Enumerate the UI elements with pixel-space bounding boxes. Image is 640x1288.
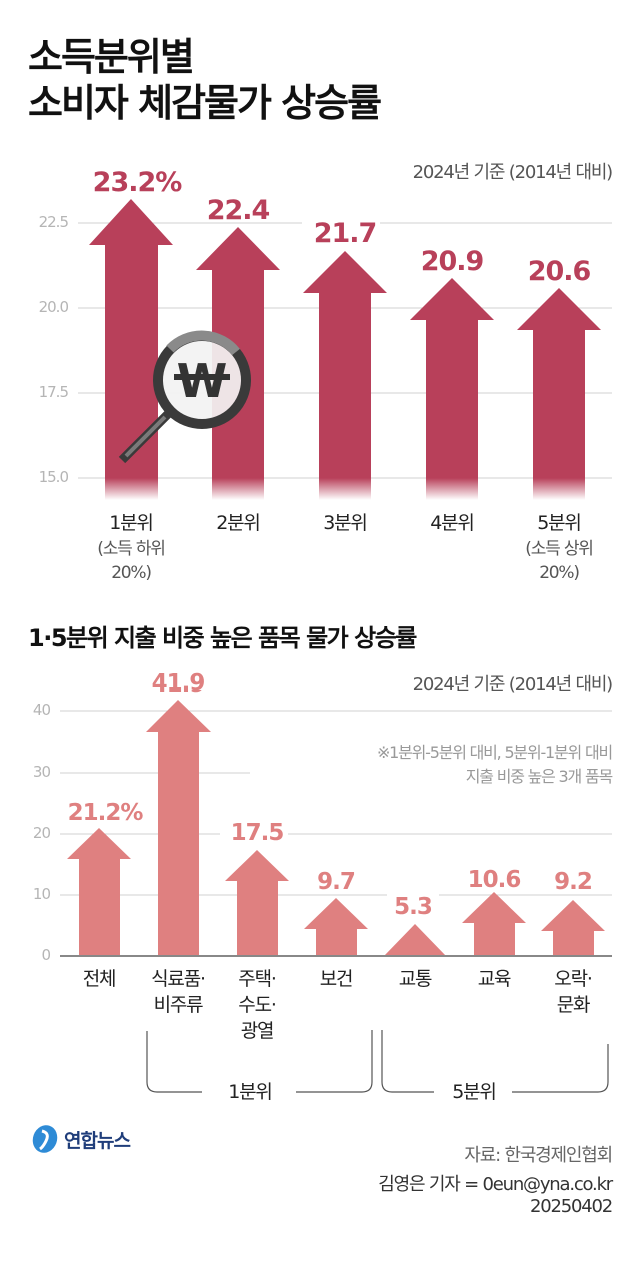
chart1-ytick: 15.0 bbox=[38, 468, 69, 486]
chart2-note-line1: ※1분위-5분위 대비, 5분위-1분위 대비 bbox=[376, 743, 613, 762]
bracket-q1-right bbox=[296, 1030, 373, 1093]
chart2-arrows bbox=[67, 700, 605, 956]
bracket-q5-right bbox=[512, 1044, 609, 1093]
chart2-top-label: 41.9 bbox=[152, 670, 206, 695]
xlabel-housing-line2: 수도· bbox=[238, 994, 277, 1016]
xsub-q1-line2: 20%) bbox=[111, 563, 152, 583]
value-label-q1: 23.2% bbox=[93, 167, 183, 198]
group-label-q1: 1분위 bbox=[228, 1081, 273, 1103]
value-label-total: 21.2% bbox=[68, 800, 144, 826]
svg-text:W: W bbox=[177, 354, 228, 408]
value-label-health: 9.7 bbox=[317, 869, 355, 895]
chart1-ytick: 22.5 bbox=[38, 213, 69, 231]
xsub-q5-line2: 20%) bbox=[539, 563, 580, 583]
xsub-q1-line1: (소득 하위 bbox=[97, 539, 166, 559]
yonhap-logo-text: 연합뉴스 bbox=[64, 1129, 131, 1152]
xlabel-q5: 5분위 bbox=[537, 512, 582, 534]
chart2-ytick: 30 bbox=[32, 763, 51, 781]
xlabel-health: 보건 bbox=[319, 968, 354, 990]
page-title-line1: 소득분위별 bbox=[28, 35, 195, 79]
source-label: 자료: 한국경제인협회 bbox=[464, 1145, 613, 1166]
group-brackets bbox=[146, 1030, 609, 1093]
xlabel-q1: 1분위 bbox=[109, 512, 154, 534]
arrow-q1 bbox=[89, 199, 173, 478]
credit-label: 김영은 기자 = 0eun@yna.co.kr bbox=[378, 1174, 613, 1195]
chart2-plot: 21.2% 41.9 17.5 9.7 5.3 10.6 9.2 bbox=[60, 690, 615, 957]
chart2-ytick: 10 bbox=[32, 885, 51, 903]
arrow-food bbox=[146, 700, 211, 956]
bracket-q1-left bbox=[146, 1031, 202, 1093]
value-label-transport: 5.3 bbox=[394, 894, 432, 920]
chart1-value-labels: 23.2% 22.4 21.7 20.9 20.6 bbox=[93, 167, 592, 287]
chart2-ytick: 40 bbox=[32, 701, 51, 719]
value-label-food-top: 41.9 bbox=[152, 670, 205, 695]
xlabel-recreation-line2: 문화 bbox=[556, 994, 591, 1016]
arrow-q3 bbox=[303, 251, 387, 478]
chart2-subtitle: 1·5분위 지출 비중 높은 품목 물가 상승률 bbox=[28, 624, 417, 652]
date-label: 20250402 bbox=[529, 1196, 613, 1217]
arrow-recreation bbox=[541, 900, 605, 956]
arrow-transport bbox=[384, 924, 446, 956]
xlabel-housing-line1: 주택· bbox=[238, 968, 277, 990]
arrow-q4 bbox=[410, 278, 494, 478]
bracket-q5-left bbox=[381, 1030, 434, 1093]
chart1-basis-label: 2024년 기준 (2014년 대비) bbox=[412, 162, 614, 183]
group-label-q5: 5분위 bbox=[452, 1081, 497, 1103]
xlabel-recreation-line1: 오락· bbox=[554, 968, 593, 990]
yonhap-logo-icon bbox=[32, 1125, 58, 1153]
arrow-housing bbox=[225, 850, 289, 956]
chart1-ytick: 17.5 bbox=[38, 383, 69, 401]
chart1-ytick: 20.0 bbox=[38, 298, 69, 316]
chart2-ytick: 0 bbox=[41, 946, 51, 964]
value-label-recreation: 9.2 bbox=[554, 869, 592, 895]
chart2-note-line2: 지출 비중 높은 3개 품목 bbox=[465, 767, 613, 786]
arrow-health bbox=[304, 898, 368, 956]
chart2-ytick: 20 bbox=[32, 824, 51, 842]
xlabel-q2: 2분위 bbox=[216, 512, 261, 534]
xlabel-total: 전체 bbox=[82, 968, 117, 990]
value-label-q2: 22.4 bbox=[207, 195, 270, 226]
magnifier-won-icon: W bbox=[118, 330, 251, 464]
page-title-line2: 소비자 체감물가 상승률 bbox=[28, 81, 382, 125]
value-label-food: 41.9 bbox=[152, 690, 205, 698]
arrow-total bbox=[67, 828, 131, 956]
value-label-education: 10.6 bbox=[468, 867, 521, 893]
xlabel-q3: 3분위 bbox=[323, 512, 368, 534]
xlabel-food-line1: 식료품· bbox=[151, 968, 206, 990]
xlabel-housing-line3: 광열 bbox=[240, 1020, 275, 1042]
arrow-education bbox=[462, 892, 526, 956]
arrow-q5 bbox=[517, 288, 601, 478]
value-label-q4: 20.9 bbox=[421, 246, 484, 277]
xlabel-q4: 4분위 bbox=[430, 512, 475, 534]
chart2-basis-label: 2024년 기준 (2014년 대비) bbox=[412, 674, 614, 695]
xsub-q5-line1: (소득 상위 bbox=[525, 539, 594, 559]
value-label-housing: 17.5 bbox=[231, 820, 284, 846]
value-label-q3: 21.7 bbox=[314, 218, 377, 249]
xlabel-education: 교육 bbox=[477, 968, 512, 990]
xlabel-food-line2: 비주류 bbox=[153, 994, 204, 1016]
value-label-q5: 20.6 bbox=[528, 256, 591, 287]
yonhap-logo: 연합뉴스 bbox=[30, 1124, 131, 1154]
xlabel-transport: 교통 bbox=[398, 968, 433, 990]
chart1-plot: W bbox=[78, 199, 612, 500]
